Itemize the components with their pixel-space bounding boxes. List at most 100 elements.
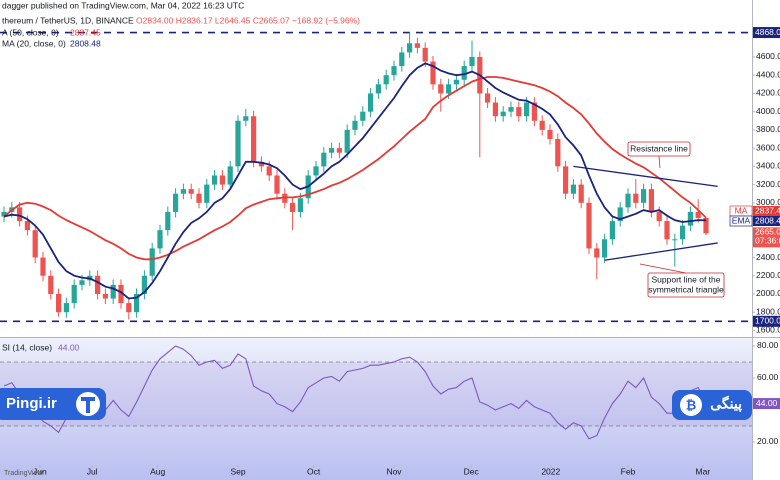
candle-body	[352, 120, 358, 130]
level-label: 1700.00	[755, 316, 780, 326]
callout-text: Support line of the	[652, 274, 721, 284]
candle-body	[375, 84, 381, 94]
ma-line	[3, 76, 707, 261]
candle-body	[578, 184, 584, 203]
callout-text: Resistance line	[630, 143, 688, 153]
candle-body	[703, 217, 709, 234]
watermark-text: Pingi.ir	[6, 395, 57, 412]
ma-tag: EMA	[732, 215, 751, 225]
candle-body	[687, 211, 693, 226]
rsi-line	[3, 345, 707, 440]
candle-body	[547, 129, 553, 140]
ma-tag-value: 2808.48	[755, 215, 780, 225]
y-tick-label: 3600.00	[756, 142, 780, 152]
x-tick-label: Sep	[230, 466, 245, 476]
callout-box	[647, 272, 725, 298]
candle-body	[414, 43, 420, 48]
ma-tag: MA	[735, 205, 748, 215]
candle-body	[430, 61, 436, 85]
watermark-text: پینگی	[710, 396, 742, 413]
candle-body	[461, 66, 467, 80]
symbol: thereum / TetherUS, 1D, BINANCE	[2, 15, 134, 25]
candle-body	[383, 75, 389, 85]
candle-body	[266, 166, 272, 176]
candle-body	[391, 66, 397, 76]
candle-body	[251, 116, 257, 162]
candle-body	[180, 189, 186, 194]
last-price: 2665.07	[755, 227, 780, 237]
callout-text: symmetrical triangle	[648, 284, 724, 294]
candle-body	[563, 166, 569, 194]
candle-body	[555, 139, 561, 167]
candle-body	[126, 303, 132, 313]
candle-body	[141, 275, 147, 294]
rsi-tick-label: 60.00	[757, 372, 779, 382]
rsi-tag: 44.00	[756, 398, 778, 408]
callout-pointer	[658, 155, 661, 169]
author: dagger published on TradingView.com, Mar…	[2, 0, 244, 10]
candle-body	[399, 52, 405, 67]
candle-body	[134, 293, 140, 313]
y-tick-label: 3800.00	[756, 124, 780, 134]
candle-body	[188, 189, 194, 194]
trend-line	[573, 165, 718, 188]
candle-body	[524, 102, 530, 117]
candle-body	[469, 56, 475, 67]
ma-tag-value: 2837.45	[755, 205, 780, 215]
x-tick-label: Dec	[464, 466, 480, 476]
candle-body	[586, 202, 592, 249]
candle-body	[24, 221, 30, 231]
candle-body	[212, 175, 218, 185]
candle-body	[102, 293, 108, 299]
ma-line	[3, 62, 707, 300]
candle-body	[485, 93, 491, 103]
x-tick-label: Jul	[87, 466, 98, 476]
watermark-right: ₿ پینگی	[672, 390, 752, 420]
watermark-left: Pingi.ir	[0, 388, 106, 420]
candle-body	[680, 225, 686, 240]
candle-body	[110, 284, 116, 299]
candle-body	[695, 211, 701, 218]
candle-body	[40, 257, 46, 276]
candle-body	[219, 175, 225, 185]
y-tick-label: 4600.00	[756, 51, 780, 61]
callout-box	[627, 141, 691, 157]
candle-body	[672, 239, 678, 241]
ohlc: O2834.00 H2836.17 L2646.45 C2665.07 −168…	[136, 15, 360, 25]
candle-body	[602, 239, 608, 258]
candle-body	[453, 79, 459, 85]
rsi-band	[0, 361, 752, 426]
candle-body	[329, 148, 335, 153]
candle-body	[516, 107, 522, 117]
x-tick-label: Mar	[696, 466, 711, 476]
candle-body	[204, 184, 210, 203]
candle-body	[609, 221, 615, 240]
x-tick-label: Feb	[621, 466, 636, 476]
level-tag	[753, 27, 780, 39]
rsi-tag-bg	[753, 398, 780, 410]
ma-tag-label-bg	[729, 215, 753, 227]
legend-value: 2808.48	[70, 38, 101, 48]
candle-body	[594, 248, 600, 258]
y-tick-label: 2000.00	[756, 288, 780, 298]
y-tick-label: 4400.00	[756, 69, 780, 79]
legend-value: 2837.45	[70, 27, 101, 37]
candle-body	[48, 275, 54, 294]
y-tick-label: 2400.00	[756, 252, 780, 262]
candle-body	[56, 293, 62, 313]
legend-name: MA (20, close, 0)	[2, 38, 66, 48]
candle-body	[539, 120, 545, 130]
countdown: 07:36:0	[755, 236, 780, 246]
candle-body	[227, 166, 233, 185]
candle-body	[32, 230, 38, 258]
candle-body	[71, 284, 77, 304]
x-tick-label: Nov	[386, 466, 402, 476]
candle-body	[633, 193, 639, 203]
candle-body	[274, 175, 280, 194]
candle-body	[313, 166, 319, 176]
svg-text:₿: ₿	[686, 397, 697, 412]
y-tick-label: 4000.00	[756, 106, 780, 116]
rsi-legend-value: 44.00	[58, 342, 80, 352]
candle-body	[617, 207, 623, 222]
